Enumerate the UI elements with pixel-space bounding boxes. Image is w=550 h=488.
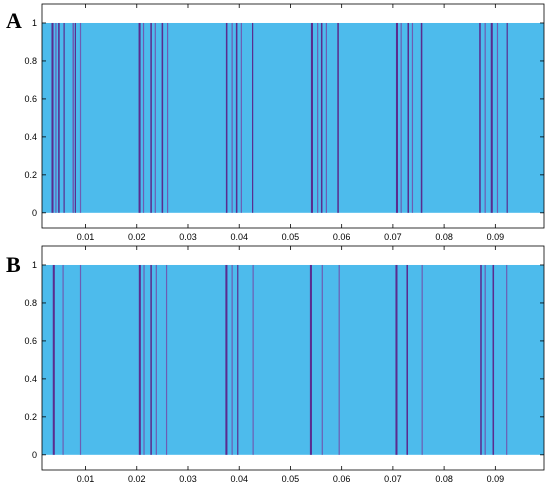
y-tick-label: 0.8 xyxy=(24,56,37,66)
panel-label-a: A xyxy=(6,8,22,33)
signal-spike xyxy=(63,22,65,213)
x-tick-label: 0.03 xyxy=(179,474,197,484)
signal-spike xyxy=(74,22,76,213)
signal-spike xyxy=(52,264,55,455)
signal-spike xyxy=(480,264,482,455)
signal-spike xyxy=(492,264,495,455)
x-tick-label: 0.09 xyxy=(487,474,505,484)
signal-spike xyxy=(55,22,57,213)
x-tick-label: 0.02 xyxy=(128,232,146,242)
signal-spike xyxy=(72,22,75,213)
x-tick-label: 0.03 xyxy=(179,232,197,242)
signal-spike xyxy=(496,22,499,213)
signal-spike xyxy=(154,22,156,213)
signal-spike xyxy=(79,264,82,455)
signal-spike xyxy=(166,22,169,213)
signal-spike xyxy=(484,22,486,213)
signal-spike xyxy=(143,264,145,455)
signal-spike xyxy=(62,264,64,455)
signal-spike xyxy=(252,264,254,455)
x-tick-label: 0.09 xyxy=(487,232,505,242)
x-tick-label: 0.06 xyxy=(333,474,351,484)
x-tick-label: 0.02 xyxy=(128,474,146,484)
x-tick-label: 0.07 xyxy=(384,474,402,484)
y-tick-label: 0.6 xyxy=(24,336,37,346)
chart-panel-a: 0 0.2 0.4 0.6 0.8 1 0.01 0.02 0.03 0.04 0.05 0.06 0.… xyxy=(24,3,545,242)
signal-spike xyxy=(225,22,228,213)
signal-spike xyxy=(310,22,313,213)
signal-spike xyxy=(317,22,319,213)
x-tick-label: 0.08 xyxy=(435,474,453,484)
signal-spike xyxy=(479,22,481,213)
axes-frame xyxy=(41,245,545,471)
signal-spike xyxy=(79,22,82,213)
signal-spike xyxy=(235,22,238,213)
signal-spike xyxy=(395,264,398,455)
signal-spike xyxy=(395,22,399,213)
signal-spike xyxy=(138,22,141,213)
signal-spike xyxy=(142,22,145,213)
signal-spike xyxy=(338,264,340,455)
signal-spike xyxy=(490,22,493,213)
signal-spike xyxy=(240,22,242,213)
y-tick-label: 0.6 xyxy=(24,94,37,104)
x-tick-label: 0.07 xyxy=(384,232,402,242)
signal-spike xyxy=(325,22,327,213)
signal-fill xyxy=(42,264,544,455)
y-tick-label: 0.8 xyxy=(24,298,37,308)
signal-spike xyxy=(406,264,408,455)
signal-spike xyxy=(484,264,486,455)
signal-spike xyxy=(407,22,410,213)
panel-label-b: B xyxy=(6,252,21,277)
y-tick-label: 1 xyxy=(32,18,37,28)
signal-spike xyxy=(237,264,239,455)
y-tick-label: 0.2 xyxy=(24,412,37,422)
signal-spike xyxy=(155,264,157,455)
signal-fill xyxy=(42,22,544,213)
signal-spike xyxy=(165,264,168,455)
signal-spike xyxy=(225,264,228,455)
signal-spike xyxy=(337,22,339,213)
signal-spike xyxy=(421,264,423,455)
signal-spike xyxy=(150,264,152,455)
y-tick-label: 0.4 xyxy=(24,374,37,384)
signal-spike xyxy=(231,264,233,455)
signal-spike xyxy=(252,22,254,213)
x-tick-label: 0.05 xyxy=(282,232,300,242)
signal-spike xyxy=(321,264,323,455)
signal-spike xyxy=(231,22,233,213)
signal-spike xyxy=(150,22,152,213)
signal-spike xyxy=(51,22,54,213)
x-tick-label: 0.04 xyxy=(230,232,248,242)
x-tick-label: 0.01 xyxy=(77,474,95,484)
signal-spike xyxy=(506,264,508,455)
axes-frame xyxy=(41,3,545,229)
x-tick-label: 0.06 xyxy=(333,232,351,242)
x-tick-label: 0.04 xyxy=(230,474,248,484)
signal-spike xyxy=(58,22,60,213)
signal-spike xyxy=(420,22,423,213)
y-tick-label: 0.4 xyxy=(24,132,37,142)
y-tick-label: 0 xyxy=(32,208,37,218)
signal-spike xyxy=(161,22,164,213)
signal-spike xyxy=(138,264,141,455)
signal-spike xyxy=(400,22,402,213)
y-tick-label: 0.2 xyxy=(24,170,37,180)
signal-spike xyxy=(506,22,508,213)
x-tick-label: 0.05 xyxy=(282,474,300,484)
signal-spike xyxy=(411,22,414,213)
signal-spike xyxy=(320,22,323,213)
y-tick-label: 0 xyxy=(32,450,37,460)
x-tick-label: 0.01 xyxy=(77,232,95,242)
x-tick-label: 0.08 xyxy=(435,232,453,242)
y-tick-label: 1 xyxy=(32,260,37,270)
signal-spike xyxy=(309,264,312,455)
chart-panel-b: 0 0.2 0.4 0.6 0.8 1 0.01 0.02 0.03 0.04 0.05 0.06 0.… xyxy=(24,245,545,484)
